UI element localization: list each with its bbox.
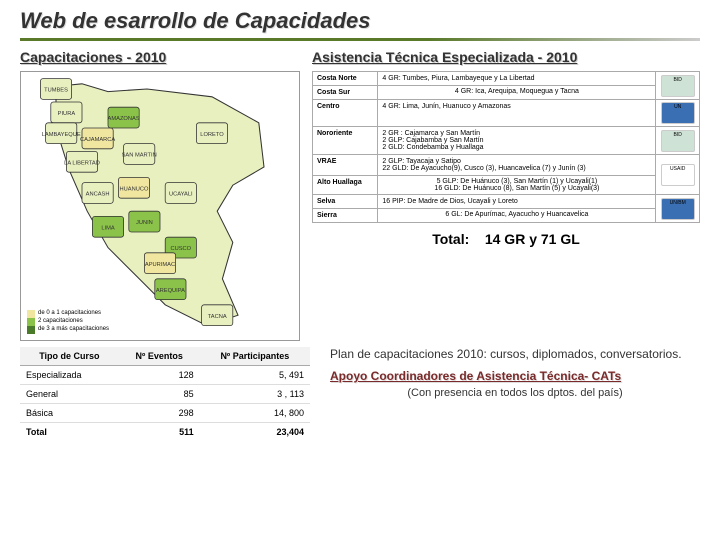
map-legend: de 0 a 1 capacitaciones2 capacitacionesd…	[27, 310, 109, 334]
asistencia-detail: 16 PIP: De Madre de Dios, Ucayali y Lore…	[378, 195, 656, 209]
page-title: Web de esarrollo de Capacidades	[0, 0, 720, 38]
asistencia-detail: 2 GLP: Tayacaja y Satipo 22 GLD: De Ayac…	[378, 155, 656, 176]
notes-block: Plan de capacitaciones 2010: cursos, dip…	[330, 347, 700, 441]
asistencia-row: Selva16 PIP: De Madre de Dios, Ucayali y…	[313, 195, 700, 209]
asistencia-region: Centro	[313, 100, 378, 127]
map-region-label: TACNA	[208, 314, 227, 320]
curso-cell: General	[20, 385, 119, 404]
asistencia-table: Costa Norte4 GR: Tumbes, Piura, Lambayeq…	[312, 71, 700, 223]
asistencia-logo-cell: UN/BM	[656, 195, 700, 223]
legend-label: de 3 a más capacitaciones	[38, 326, 109, 334]
asistencia-logo-cell: USAID	[656, 155, 700, 195]
curso-cell: 298	[119, 404, 200, 423]
curso-cell: Especializada	[20, 366, 119, 385]
totals-value: 14 GR y 71 GL	[485, 231, 580, 247]
legend-row: de 3 a más capacitaciones	[27, 326, 109, 334]
asistencia-row: Alto Huallaga5 GLP: De Huánuco (3), San …	[313, 176, 700, 195]
curso-col-header: Tipo de Curso	[20, 347, 119, 366]
asistencia-detail: 4 GR: Ica, Arequipa, Moquegua y Tacna	[378, 86, 656, 100]
left-heading: Capacitaciones - 2010	[20, 49, 300, 65]
map-region-label: AREQUIPA	[156, 288, 185, 294]
map-region-label: CUSCO	[170, 246, 191, 252]
title-divider	[20, 38, 700, 41]
legend-swatch	[27, 318, 35, 326]
legend-label: 2 capacitaciones	[38, 318, 83, 326]
curso-row: Especializada1285, 491	[20, 366, 310, 385]
curso-row: General853 , 113	[20, 385, 310, 404]
apoyo-sub: (Con presencia en todos los dptos. del p…	[330, 387, 700, 399]
org-logo: UN	[661, 102, 695, 124]
upper-columns: Capacitaciones - 2010 LORETO TUMBES PIURA C…	[0, 49, 720, 341]
asistencia-region: Costa Sur	[313, 86, 378, 100]
bottom-row: Tipo de CursoNº EventosNº ParticipantesE…	[0, 347, 720, 441]
asistencia-region: Costa Norte	[313, 72, 378, 86]
asistencia-detail: 4 GR: Lima, Junín, Huanuco y Amazonas	[378, 100, 656, 127]
left-column: Capacitaciones - 2010 LORETO TUMBES PIURA C…	[20, 49, 300, 341]
map-region-label: AMAZONAS	[108, 116, 140, 122]
map-region-label: TUMBES	[44, 88, 68, 94]
curso-col-header: Nº Eventos	[119, 347, 200, 366]
asistencia-logo-cell: BID	[656, 127, 700, 155]
asistencia-row: Costa Sur4 GR: Ica, Arequipa, Moquegua y…	[313, 86, 700, 100]
map-region-label: CAJAMARCA	[80, 137, 115, 143]
curso-cell: Básica	[20, 404, 119, 423]
curso-cell: 23,404	[200, 423, 310, 442]
plan-text: Plan de capacitaciones 2010: cursos, dip…	[330, 347, 700, 361]
map-region-label: LORETO	[200, 132, 224, 138]
peru-map: LORETO TUMBES PIURA CAJAMARCA AMAZONAS SAN MA…	[20, 71, 300, 341]
curso-row: Total51123,404	[20, 423, 310, 442]
map-region-label: HUANUCO	[120, 186, 149, 192]
org-logo: UN/BM	[661, 198, 695, 220]
totals-line: Total: 14 GR y 71 GL	[312, 231, 700, 247]
asistencia-detail: 6 GL: De Apurímac, Ayacucho y Huancaveli…	[378, 209, 656, 223]
asistencia-detail: 2 GR : Cajamarca y San Martín 2 GLP: Caj…	[378, 127, 656, 155]
map-region-label: UCAYALI	[169, 192, 193, 198]
asistencia-region: Alto Huallaga	[313, 176, 378, 195]
curso-cell: 85	[119, 385, 200, 404]
map-region-label: SAN MARTIN	[122, 153, 157, 159]
legend-row: 2 capacitaciones	[27, 318, 109, 326]
map-region-label: PIURA	[58, 111, 76, 117]
right-column: Asistencia Técnica Especializada - 2010 …	[312, 49, 700, 341]
asistencia-row: VRAE2 GLP: Tayacaja y Satipo 22 GLD: De …	[313, 155, 700, 176]
curso-col-header: Nº Participantes	[200, 347, 310, 366]
asistencia-region: Nororiente	[313, 127, 378, 155]
org-logo: BID	[661, 75, 695, 97]
asistencia-detail: 5 GLP: De Huánuco (3), San Martín (1) y …	[378, 176, 656, 195]
right-heading: Asistencia Técnica Especializada - 2010	[312, 49, 700, 65]
curso-cell: 3 , 113	[200, 385, 310, 404]
org-logo: BID	[661, 130, 695, 152]
asistencia-detail: 4 GR: Tumbes, Piura, Lambayeque y La Lib…	[378, 72, 656, 86]
org-logo: USAID	[661, 164, 695, 186]
curso-cell: 14, 800	[200, 404, 310, 423]
asistencia-row: Costa Norte4 GR: Tumbes, Piura, Lambayeq…	[313, 72, 700, 86]
map-region-label: LA LIBERTAD	[64, 160, 100, 166]
legend-swatch	[27, 310, 35, 318]
curso-row: Básica29814, 800	[20, 404, 310, 423]
curso-cell: 511	[119, 423, 200, 442]
totals-label: Total:	[432, 231, 469, 247]
map-region-label: LAMBAYEQUE	[42, 132, 81, 138]
map-region-label: JUNIN	[136, 220, 153, 226]
map-region-label: ANCASH	[86, 192, 110, 198]
curso-cell: Total	[20, 423, 119, 442]
legend-swatch	[27, 326, 35, 334]
asistencia-region: Sierra	[313, 209, 378, 223]
asistencia-logo-cell: UN	[656, 100, 700, 127]
apoyo-link[interactable]: Apoyo Coordinadores de Asistencia Técnic…	[330, 369, 700, 383]
asistencia-row: Centro4 GR: Lima, Junín, Huanuco y Amazo…	[313, 100, 700, 127]
asistencia-row: Nororiente2 GR : Cajamarca y San Martín …	[313, 127, 700, 155]
curso-cell: 5, 491	[200, 366, 310, 385]
curso-cell: 128	[119, 366, 200, 385]
asistencia-region: VRAE	[313, 155, 378, 176]
legend-row: de 0 a 1 capacitaciones	[27, 310, 109, 318]
asistencia-row: Sierra6 GL: De Apurímac, Ayacucho y Huan…	[313, 209, 700, 223]
asistencia-logo-cell: BID	[656, 72, 700, 100]
map-svg: LORETO TUMBES PIURA CAJAMARCA AMAZONAS SAN MA…	[25, 76, 295, 336]
map-region-label: LIMA	[101, 225, 115, 231]
asistencia-region: Selva	[313, 195, 378, 209]
legend-label: de 0 a 1 capacitaciones	[38, 310, 101, 318]
curso-table: Tipo de CursoNº EventosNº ParticipantesE…	[20, 347, 310, 441]
map-region-label: APURIMAC	[145, 262, 175, 268]
